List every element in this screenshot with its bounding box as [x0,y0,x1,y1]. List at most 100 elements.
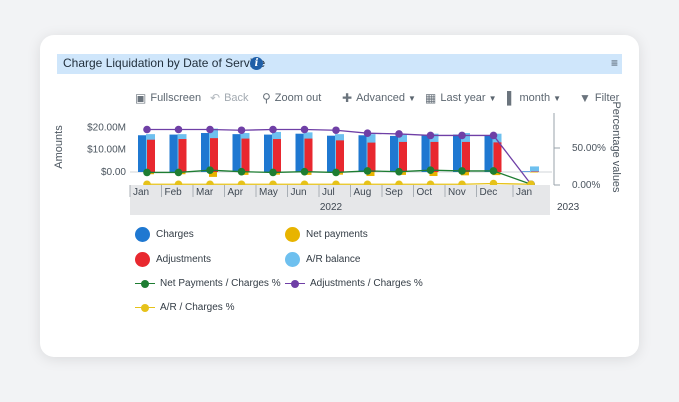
bar-charges [358,135,367,172]
advanced-icon: ✚ [342,91,353,105]
point-adjustments-charges [426,131,435,140]
fullscreen-label: Fullscreen [150,92,202,104]
point-adjustments-charges [237,126,246,135]
fullscreen-button[interactable]: ▣ Fullscreen [135,91,201,105]
y2-tick-label: 50.00% [572,143,606,154]
filter-label: Filter [594,92,620,104]
legend-swatch-net-payments-charges-pct [135,279,155,289]
granularity-label: month [519,92,551,104]
legend-item-net-payments-charges-pct[interactable]: Net Payments / Charges % [135,278,281,289]
bar-adjustments [462,141,470,172]
zoom-out-button[interactable]: ⚲ Zoom out [262,91,321,105]
point-adjustments-charges [458,131,466,140]
bar-adjustments [399,141,407,172]
filter-button[interactable]: ▼ Filter [579,91,619,105]
legend-label-net-payments-charges-pct: Net Payments / Charges % [160,278,281,289]
y-tick-label: $20.00M [87,122,126,133]
legend-label-adjustments-charges-pct: Adjustments / Charges % [310,278,423,289]
x-tick-label: Nov [448,187,466,198]
bar-charges [138,135,146,172]
chart-header: Charge Liquidation by Date of Service i … [57,54,622,74]
point-net-payments-charges [395,167,403,176]
x-group-label-2023: 2023 [557,202,580,213]
back-button[interactable]: ↶ Back [210,91,249,105]
bar-adjustments [147,139,155,172]
legend-item-charges[interactable]: Charges [135,227,194,242]
legend-swatch-adjustments [135,252,150,267]
back-arrow-icon: ↶ [210,91,221,105]
bar-charges [264,134,272,172]
point-adjustments-charges [300,125,309,134]
legend-item-adjustments[interactable]: Adjustments [135,252,211,267]
point-net-payments-charges [206,166,214,174]
zoom-out-label: Zoom out [274,92,322,104]
fullscreen-icon: ▣ [135,91,147,105]
bar-charges [169,134,178,172]
chart-toolbar: ▣ Fullscreen ↶ Back ⚲ Zoom out ✚ Advance… [133,91,623,107]
info-icon[interactable]: i [250,57,263,70]
bar-net-payments [492,172,501,176]
bar-adjustments [241,138,250,172]
point-adjustments-charges [332,126,340,135]
chart-title: Charge Liquidation by Date of Service [63,56,266,70]
period-dropdown[interactable]: ▦ Last year ▼ [425,91,497,105]
x-tick-label: Jul [322,187,335,198]
point-adjustments-charges [143,125,151,134]
bar-adjustments [304,138,313,172]
legend-item-ar-charges-pct[interactable]: A/R / Charges % [135,302,234,313]
bar-net-payments [429,172,438,177]
hamburger-menu-icon[interactable]: ≡ [610,56,618,70]
point-net-payments-charges [143,168,151,177]
advanced-dropdown[interactable]: ✚ Advanced ▼ [342,91,416,105]
chevron-down-icon: ▼ [488,93,497,103]
bar-adjustments [531,171,539,173]
point-net-payments-charges [300,167,309,176]
bar-charges [453,134,461,172]
point-net-payments-charges [458,167,466,175]
zoom-out-icon: ⚲ [262,91,271,105]
bar-net-payments [461,172,469,176]
legend-item-net-payments[interactable]: Net payments [285,227,368,242]
point-net-payments-charges [269,168,277,177]
bar-charges [201,133,209,172]
bar-charges [484,135,493,172]
legend-label-charges: Charges [156,229,194,240]
y-axis-title: Amounts [53,125,65,169]
legend-item-adjustments-charges-pct[interactable]: Adjustments / Charges % [285,278,423,289]
legend-item-ar-balance[interactable]: A/R balance [285,252,360,267]
period-label: Last year [440,92,486,104]
y-tick-label: $10.00M [87,145,126,156]
legend-label-net-payments: Net payments [306,229,368,240]
bar-net-payments [366,172,375,177]
x-tick-label: Mar [196,187,214,198]
point-adjustments-charges [174,125,183,134]
point-net-payments-charges [237,167,246,176]
bar-charges [522,171,530,172]
chevron-down-icon: ▼ [553,93,562,103]
bar-adjustments [273,139,281,172]
point-net-payments-charges [426,166,435,174]
bar-adjustments [178,139,187,172]
x-tick-label: Apr [228,187,244,198]
point-adjustments-charges [206,125,214,134]
advanced-label: Advanced [356,92,405,104]
bar-net-payments [209,172,217,177]
legend-swatch-ar-balance [285,252,300,267]
granularity-dropdown[interactable]: ▌ month ▼ [507,91,561,105]
bar-adjustments [210,138,218,172]
legend-swatch-adjustments-charges-pct [285,279,305,289]
point-net-payments-charges [174,168,183,177]
legend-swatch-net-payments [285,227,300,242]
legend-label-ar-charges-pct: A/R / Charges % [160,302,235,313]
legend-label-adjustments: Adjustments [156,254,212,265]
bar-charges [390,135,398,172]
x-tick-label: Aug [354,187,372,198]
bar-adjustments [367,142,376,172]
filter-icon: ▼ [579,91,591,105]
x-tick-label: Jan [133,187,149,198]
calendar-icon: ▦ [425,91,437,105]
bar-adjustments [493,142,502,172]
legend-label-ar-balance: A/R balance [306,254,361,265]
chart-card: Charge Liquidation by Date of Service i … [40,35,639,357]
y2-tick-label: 0.00% [572,180,600,191]
